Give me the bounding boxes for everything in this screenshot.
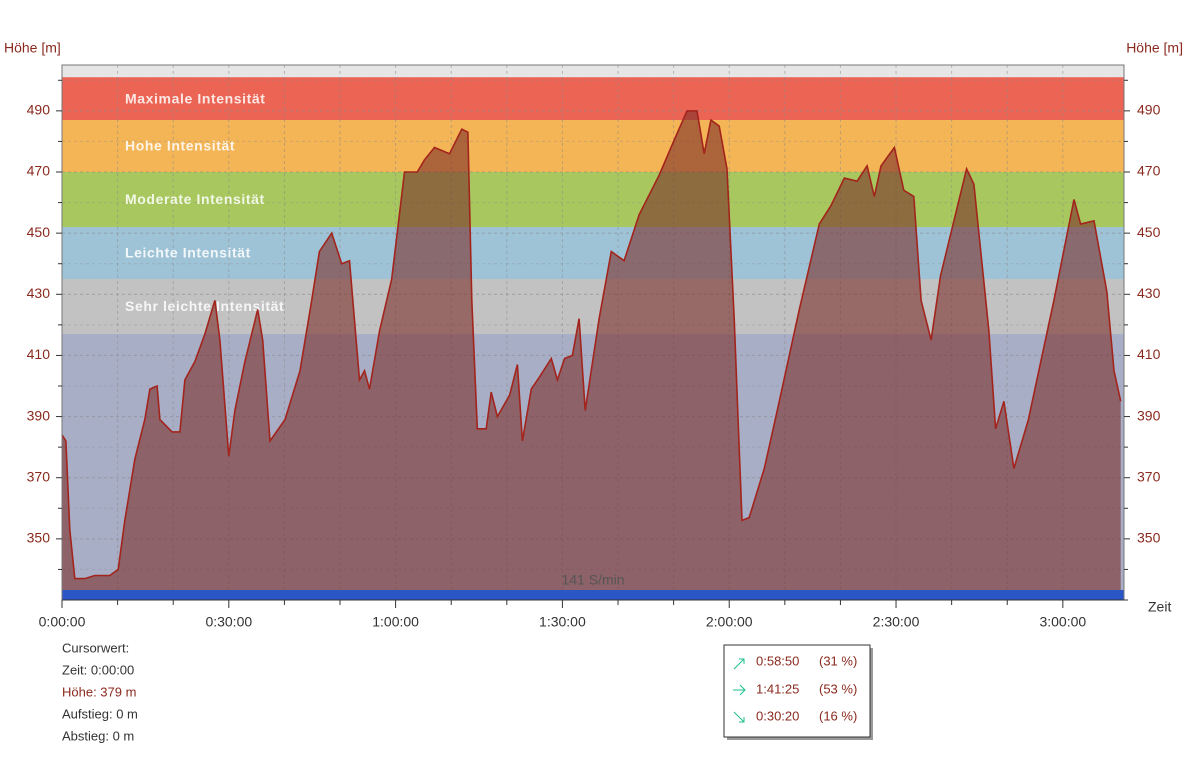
summary-percent: (16 %)	[819, 708, 857, 723]
ascent-icon	[733, 658, 745, 670]
summary-time: 1:41:25	[756, 681, 799, 696]
y-tick-label: 450	[27, 224, 51, 240]
x-tick-label: 0:00:00	[39, 614, 86, 630]
y-tick-label: 370	[27, 468, 51, 484]
cursor-descent: Abstieg: 0 m	[62, 728, 134, 743]
y2-axis-label: Höhe [m]	[1126, 40, 1183, 56]
cursor-panel: Cursorwert: Zeit: 0:00:00 Höhe: 379 m Au…	[62, 640, 138, 743]
y-tick-label: 390	[27, 407, 51, 423]
zone	[62, 172, 1124, 228]
y2-tick-label: 410	[1137, 346, 1161, 362]
cadence-band	[62, 590, 1124, 600]
x-tick-label: 2:00:00	[706, 614, 753, 630]
descent-icon	[733, 711, 745, 723]
zone	[62, 77, 1124, 121]
y-tick-label: 470	[27, 163, 51, 179]
x-tick-label: 3:00:00	[1039, 614, 1086, 630]
y-tick-label: 410	[27, 346, 51, 362]
summary-time: 0:30:20	[756, 708, 799, 723]
summary-percent: (53 %)	[819, 681, 857, 696]
y2-tick-label: 430	[1137, 285, 1161, 301]
elevation-line	[61, 110, 1122, 580]
y2-tick-label: 390	[1137, 407, 1161, 423]
flat-icon	[733, 684, 746, 696]
y2-tick-label: 470	[1137, 163, 1161, 179]
y-axis-label: Höhe [m]	[4, 40, 61, 56]
summary-percent: (31 %)	[819, 653, 857, 668]
x-axis-label: Zeit	[1148, 599, 1171, 615]
zone-label: Maximale Intensität	[125, 90, 266, 106]
x-tick-label: 0:30:00	[205, 614, 252, 630]
x-tick-label: 1:00:00	[372, 614, 419, 630]
summary-box: 0:58:50 (31 %) 1:41:25 (53 %) 0:30:20 (1…	[723, 644, 873, 740]
y-tick-label: 490	[27, 102, 51, 118]
cursor-height: Höhe: 379 m	[62, 684, 136, 699]
cursor-title: Cursorwert:	[62, 640, 129, 655]
zone-label: Moderate Intensität	[125, 191, 265, 207]
y2-tick-label: 370	[1137, 468, 1161, 484]
cadence-label: 141 S/min	[561, 572, 624, 588]
zone	[62, 120, 1124, 172]
x-tick-label: 1:30:00	[539, 614, 586, 630]
zone-label: Leichte Intensität	[125, 245, 251, 261]
x-tick-label: 2:30:00	[873, 614, 920, 630]
elevation-area	[62, 110, 1121, 601]
zone-label: Sehr leichte Intensität	[125, 298, 284, 314]
summary-time: 0:58:50	[756, 653, 799, 668]
y2-tick-label: 490	[1137, 102, 1161, 118]
y-tick-label: 350	[27, 530, 51, 546]
cursor-time: Zeit: 0:00:00	[62, 662, 134, 677]
box	[723, 644, 871, 738]
cursor-ascent: Aufstieg: 0 m	[62, 706, 138, 721]
zone-label: Hohe Intensität	[125, 138, 235, 154]
y-tick-label: 430	[27, 285, 51, 301]
y2-tick-label: 350	[1137, 530, 1161, 546]
y2-tick-label: 450	[1137, 224, 1161, 240]
